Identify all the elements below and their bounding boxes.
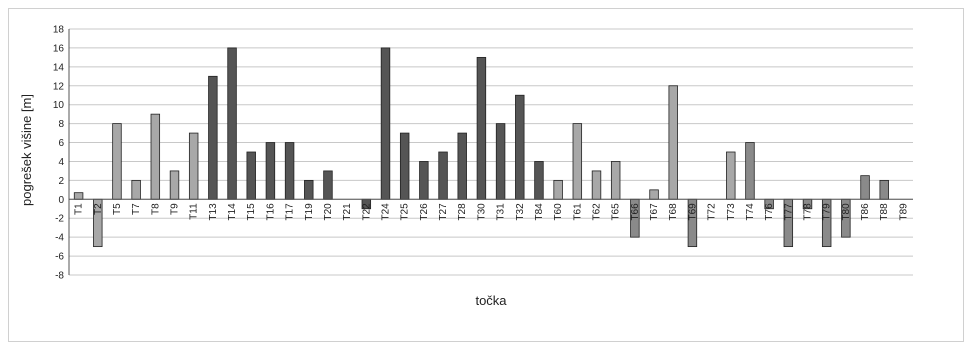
bar-t7 (131, 179, 141, 200)
bar-t20 (323, 170, 333, 200)
x-category-label: T66 (630, 203, 641, 221)
x-category-label: T32 (515, 203, 526, 221)
y-tick-label: 4 (58, 157, 64, 168)
x-category-label: T17 (285, 203, 296, 221)
bar-t67 (649, 189, 659, 200)
x-category-label: T27 (438, 203, 449, 221)
x-category-label: T74 (745, 203, 756, 221)
bar-t65 (610, 161, 621, 200)
x-category-label: T30 (476, 203, 487, 221)
y-tick-label: -8 (55, 271, 64, 282)
x-category-label: T80 (841, 203, 852, 221)
bar-t8 (150, 113, 161, 200)
x-category-label: T79 (822, 203, 833, 221)
x-axis-title: točka (475, 293, 507, 308)
x-category-label: T15 (246, 203, 257, 221)
bar-t62 (591, 170, 602, 200)
bar-t32 (515, 94, 525, 200)
bar-t11 (188, 132, 199, 200)
bar-t1 (73, 192, 84, 200)
bar-t31 (495, 123, 506, 200)
x-category-label: T25 (400, 203, 411, 221)
bar-t27 (438, 151, 448, 200)
x-category-label: T1 (74, 203, 85, 215)
x-category-label: T11 (189, 203, 200, 220)
y-tick-label: 10 (53, 100, 65, 111)
bar-t26 (419, 161, 429, 200)
bar-t60 (553, 179, 563, 200)
bar-t84 (534, 161, 544, 200)
bar-t15 (246, 151, 256, 200)
x-category-label: T86 (860, 203, 871, 221)
bar-t30 (476, 56, 487, 200)
bar-t73 (726, 151, 736, 200)
x-category-label: T22 (361, 203, 372, 221)
y-tick-label: -4 (55, 233, 64, 244)
x-category-label: T26 (419, 203, 430, 221)
bar-t16 (265, 142, 276, 200)
x-category-label: T68 (668, 203, 679, 221)
x-category-label: T31 (496, 203, 507, 221)
x-category-label: T61 (572, 203, 583, 221)
x-category-label: T8 (150, 203, 161, 215)
bar-t25 (399, 132, 410, 200)
x-category-label: T19 (304, 203, 315, 221)
bar-t61 (572, 123, 583, 200)
y-tick-labels: -8 -6 -4 -2 0 2 4 6 8 10 12 14 16 18 (53, 25, 65, 282)
bar-t86 (860, 175, 870, 200)
y-tick-label: 12 (53, 81, 65, 92)
x-category-label: T73 (726, 203, 737, 221)
bar-t9 (169, 170, 180, 200)
y-tick-label: 0 (58, 195, 64, 206)
x-category-label: T89 (898, 203, 909, 221)
x-category-labels: T1 T2 T5 T7 T8 T9 T11 T13 T14 T15 T16 T17 T19 T20 T21 T… (74, 203, 910, 221)
bar-t5 (112, 123, 122, 200)
bar-t88 (879, 179, 889, 200)
x-category-label: T20 (323, 203, 334, 221)
x-category-label: T24 (381, 203, 392, 221)
bar-t17 (284, 142, 295, 200)
y-tick-label: 18 (53, 25, 65, 36)
x-category-label: T13 (208, 203, 219, 221)
y-tick-label: -6 (55, 252, 64, 263)
y-axis-title: pogrešek višine [m] (19, 94, 34, 206)
x-category-label: T14 (227, 203, 238, 221)
y-tick-label: 16 (53, 43, 65, 54)
x-category-label: T9 (170, 203, 181, 215)
y-tick-label: 8 (58, 119, 64, 130)
y-tick-label: 6 (58, 138, 64, 149)
x-category-label: T77 (783, 203, 794, 221)
x-category-label: T69 (687, 203, 698, 221)
bar-t19 (304, 179, 314, 200)
bar-t74 (745, 142, 755, 200)
y-tick-label: 14 (53, 62, 65, 73)
bars (73, 47, 889, 248)
y-tick-label: 2 (58, 176, 64, 187)
bar-t28 (457, 132, 467, 200)
x-category-label: T88 (879, 203, 890, 221)
x-category-label: T5 (112, 203, 123, 215)
x-category-label: T72 (707, 203, 718, 221)
x-category-label: T84 (534, 203, 545, 221)
x-category-label: T78 (803, 203, 814, 221)
chart-frame: -8 -6 -4 -2 0 2 4 6 8 10 12 14 16 18 T1 T2 T5 T7 T8 T9 T11 T… (8, 8, 964, 342)
y-tick-label: -2 (55, 214, 64, 225)
x-category-label: T76 (764, 203, 775, 221)
x-category-label: T7 (131, 203, 142, 215)
x-category-label: T67 (649, 203, 660, 221)
x-category-label: T28 (457, 203, 468, 221)
x-category-label: T62 (592, 203, 603, 221)
x-category-label: T2 (93, 203, 104, 215)
bar-t14 (227, 47, 237, 200)
x-category-label: T21 (342, 203, 353, 221)
x-category-label: T65 (611, 203, 622, 221)
bar-t68 (668, 85, 678, 200)
bar-t24 (380, 47, 391, 200)
bar-t13 (208, 75, 218, 200)
x-category-label: T60 (553, 203, 564, 221)
x-category-label: T16 (265, 203, 276, 221)
